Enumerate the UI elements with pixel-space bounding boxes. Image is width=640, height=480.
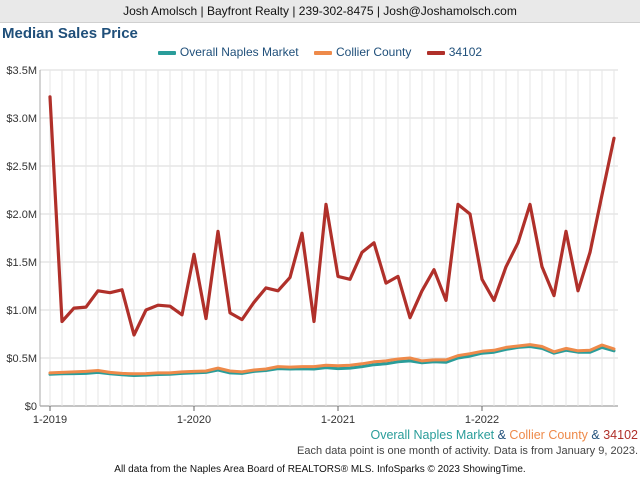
y-tick-label-0: $0 (25, 401, 37, 413)
x-tick-label-1: 1-2020 (177, 414, 211, 426)
footer-series-zip: 34102 (603, 428, 638, 442)
x-tick-label-3: 1-2022 (465, 414, 499, 426)
y-tick-label-2: $1.0M (6, 305, 37, 317)
chart-title: Median Sales Price (2, 25, 138, 42)
legend-item-zip: 34102 (426, 45, 483, 59)
axis-layer: $0 $0.5M $1.0M $1.5M $2.0M $2.5M $3.0M $3.5M 1-2… (6, 65, 499, 426)
footer-series-collier: Collier County (509, 428, 588, 442)
footer-series-line: Overall Naples Market & Collier County &… (370, 428, 638, 442)
series-line-overall (48, 345, 616, 377)
footer-series-naples: Overall Naples Market (370, 428, 495, 442)
y-tick-label-5: $2.5M (6, 161, 37, 173)
footer-amp-1: & (494, 428, 510, 442)
y-tick-label-3: $1.5M (6, 257, 37, 269)
legend-item-collier: Collier County (313, 45, 412, 59)
legend-label-overall: Overall Naples Market (179, 45, 299, 59)
grid-layer (39, 69, 618, 407)
series-line-zip (48, 95, 616, 337)
x-tick-label-0: 1-2019 (33, 414, 67, 426)
footer-amp-2: & (587, 428, 604, 442)
legend-swatch-zip (426, 50, 445, 55)
contact-header: Josh Amolsch | Bayfront Realty | 239-302… (0, 0, 640, 23)
footer-note: Each data point is one month of activity… (297, 445, 638, 457)
y-tick-label-1: $0.5M (6, 353, 37, 365)
series-layer (48, 95, 616, 377)
footer-source: All data from the Naples Area Board of R… (114, 464, 526, 475)
legend-swatch-overall (157, 50, 176, 55)
legend: Overall Naples Market Collier County 341… (0, 45, 640, 59)
legend-swatch-collier (313, 50, 332, 55)
series-line-collier (48, 343, 616, 376)
legend-label-collier: Collier County (335, 45, 412, 59)
x-tick-label-2: 1-2021 (321, 414, 355, 426)
y-tick-label-6: $3.0M (6, 113, 37, 125)
legend-item-overall: Overall Naples Market (157, 45, 299, 59)
y-tick-label-4: $2.0M (6, 209, 37, 221)
legend-label-zip: 34102 (448, 45, 483, 59)
y-tick-label-7: $3.5M (6, 65, 37, 77)
